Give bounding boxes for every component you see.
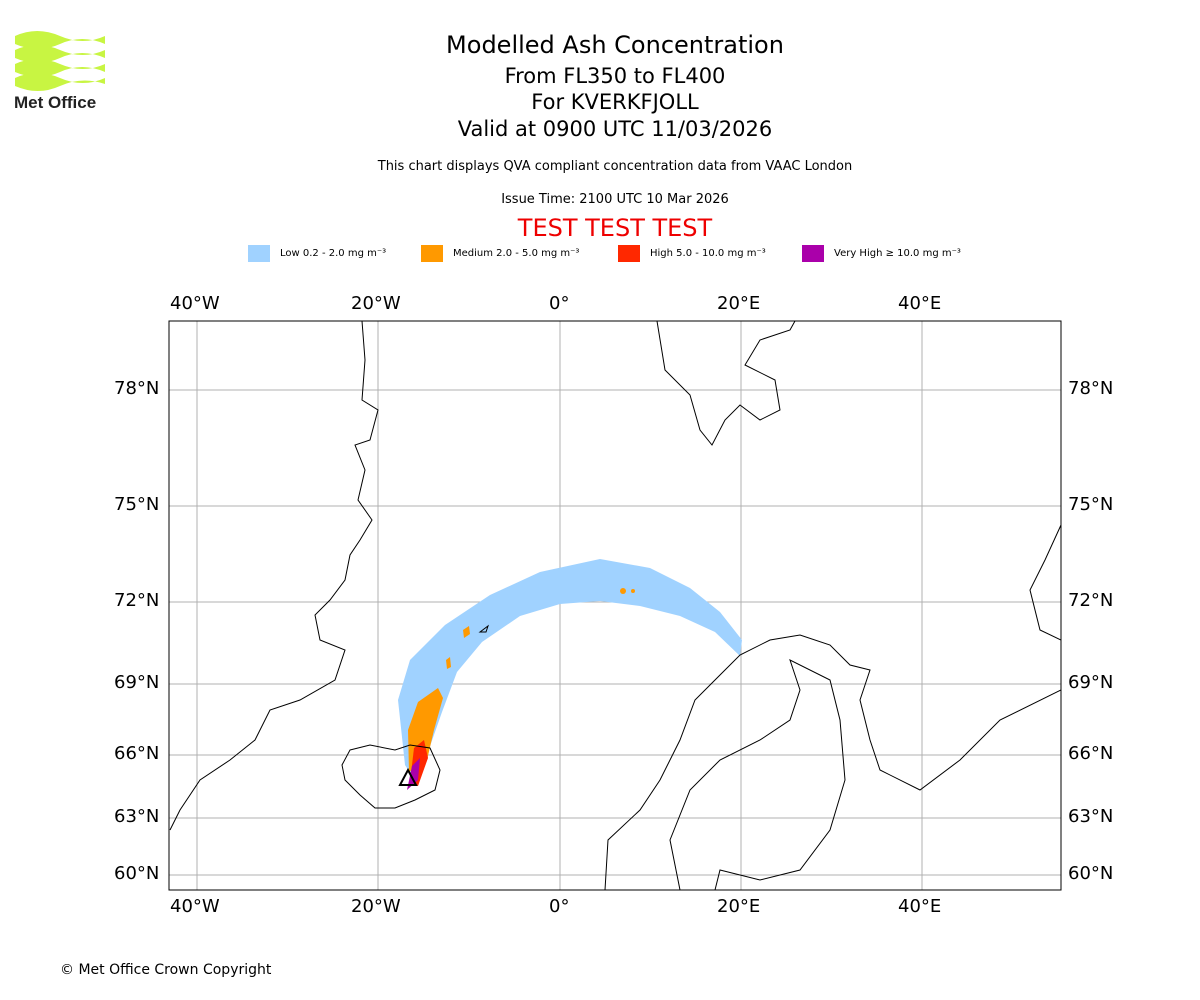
legend-medium: Medium 2.0 - 5.0 mg m⁻³ bbox=[421, 245, 579, 262]
lat-label-left: 69°N bbox=[114, 672, 160, 693]
lat-label-left: 63°N bbox=[114, 806, 160, 827]
lon-label-bottom: 20°W bbox=[351, 896, 401, 917]
lat-label-left: 60°N bbox=[114, 863, 160, 884]
svg-text:Met Office: Met Office bbox=[14, 93, 96, 112]
legend-low: Low 0.2 - 2.0 mg m⁻³ bbox=[248, 245, 386, 262]
lat-label-right: 66°N bbox=[1068, 743, 1114, 764]
lat-label-right: 69°N bbox=[1068, 672, 1114, 693]
lat-label-right: 75°N bbox=[1068, 494, 1114, 515]
map-frame bbox=[168, 320, 1062, 891]
volcano-name: For KVERKFJOLL bbox=[531, 90, 699, 114]
lon-label-bottom: 40°W bbox=[170, 896, 220, 917]
copyright: © Met Office Crown Copyright bbox=[60, 962, 272, 978]
ash-low-area bbox=[398, 559, 742, 782]
subtitle: This chart displays QVA compliant concen… bbox=[377, 159, 853, 174]
lon-label-bottom: 20°E bbox=[717, 896, 761, 917]
lat-label-left: 78°N bbox=[114, 378, 160, 399]
lat-label-left: 72°N bbox=[114, 590, 160, 611]
valid-time: Valid at 0900 UTC 11/03/2026 bbox=[457, 117, 773, 141]
ash-very-high-area bbox=[407, 758, 420, 790]
flight-level-range: From FL350 to FL400 bbox=[504, 64, 726, 88]
issue-time: Issue Time: 2100 UTC 10 Mar 2026 bbox=[501, 192, 729, 207]
gridlines bbox=[169, 321, 1061, 890]
lon-label-top: 40°W bbox=[170, 293, 220, 314]
lat-label-right: 60°N bbox=[1068, 863, 1114, 884]
legend-very-high: Very High ≥ 10.0 mg m⁻³ bbox=[802, 245, 961, 262]
lon-label-top: 20°E bbox=[717, 293, 761, 314]
lat-label-right: 72°N bbox=[1068, 590, 1114, 611]
lon-label-top: 20°W bbox=[351, 293, 401, 314]
volcano-marker bbox=[398, 767, 418, 786]
lon-label-top: 0° bbox=[549, 293, 570, 314]
legend-high: High 5.0 - 10.0 mg m⁻³ bbox=[618, 245, 766, 262]
lon-label-top: 40°E bbox=[898, 293, 942, 314]
met-office-logo: Met Office bbox=[14, 31, 105, 112]
coastlines bbox=[169, 321, 1061, 890]
chart-title: Modelled Ash Concentration bbox=[446, 31, 784, 59]
lat-label-left: 66°N bbox=[114, 743, 160, 764]
lat-label-right: 63°N bbox=[1068, 806, 1114, 827]
test-banner: TEST TEST TEST bbox=[517, 214, 713, 242]
lon-label-bottom: 0° bbox=[549, 896, 570, 917]
lat-label-left: 75°N bbox=[114, 494, 160, 515]
lat-label-right: 78°N bbox=[1068, 378, 1114, 399]
lon-label-bottom: 40°E bbox=[898, 896, 942, 917]
